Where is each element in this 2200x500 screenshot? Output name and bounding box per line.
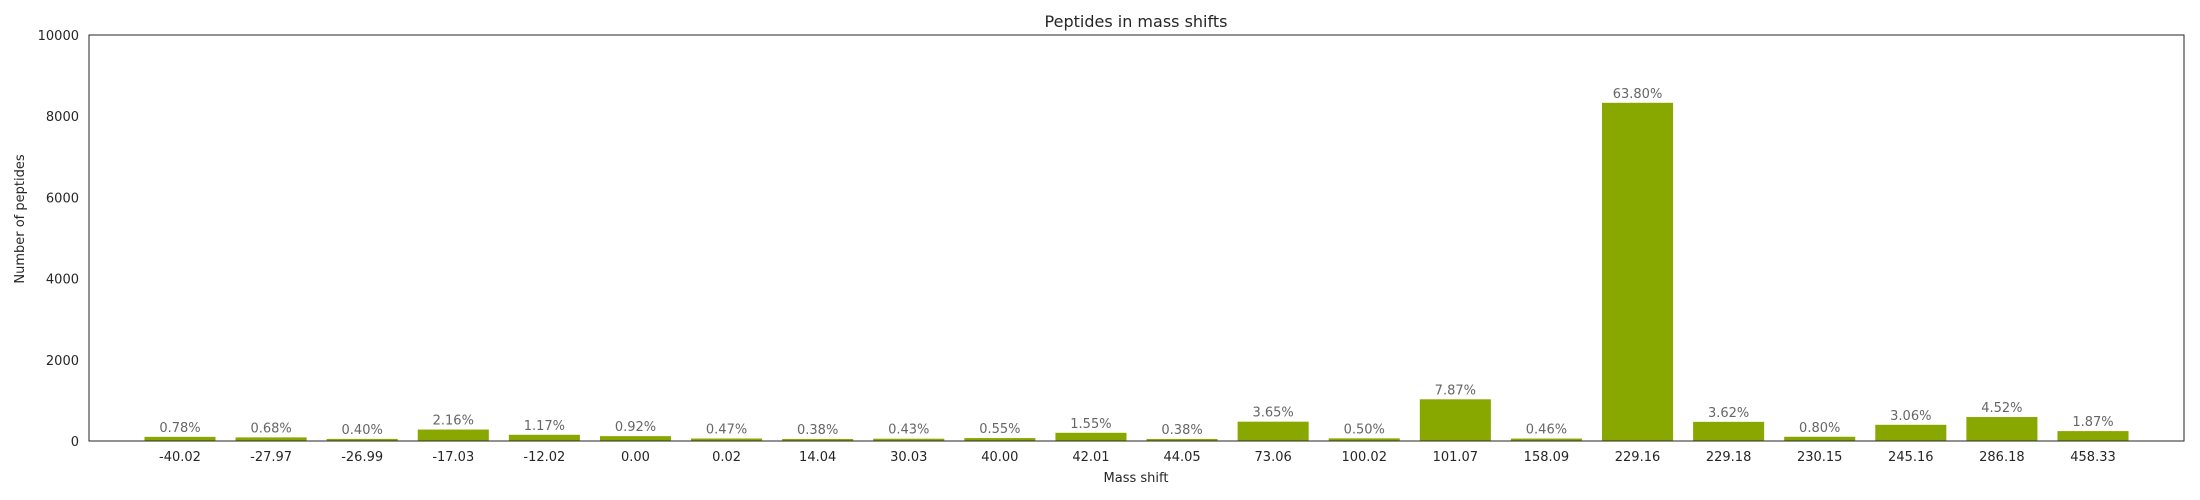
bar (599, 436, 672, 441)
bar-data-label: 3.65% (1252, 406, 1293, 421)
x-tick-label: 0.00 (621, 450, 650, 465)
bar (1419, 399, 1491, 441)
bar (1966, 417, 2038, 441)
bar-data-label: 0.78% (159, 421, 200, 436)
bar-data-label: 4.52% (1981, 401, 2022, 416)
x-tick-label: 100.02 (1341, 450, 1387, 465)
bar (2057, 431, 2129, 441)
x-tick-label: 101.07 (1433, 450, 1479, 465)
bar (235, 437, 307, 441)
x-tick-label: 230.15 (1797, 450, 1843, 465)
x-tick-label: 44.05 (1163, 450, 1200, 465)
x-tick-label: 30.03 (890, 450, 927, 465)
bar (508, 434, 580, 441)
bar (144, 436, 216, 441)
bar-data-label: 63.80% (1613, 87, 1663, 102)
bar (1875, 424, 1947, 441)
y-tick-label: 2000 (46, 354, 79, 369)
y-tick-label: 10000 (38, 29, 79, 44)
y-tick-label: 4000 (46, 273, 79, 288)
bar (873, 438, 945, 441)
x-tick-label: 73.06 (1255, 450, 1292, 465)
bar-data-label: 1.55% (1070, 417, 1111, 432)
bar (326, 438, 398, 441)
bar-data-label: 2.16% (433, 414, 474, 429)
bar-data-label: 3.06% (1890, 409, 1931, 424)
bar-data-label: 0.43% (888, 423, 929, 438)
x-tick-label: -26.99 (341, 450, 383, 465)
bar (1601, 102, 1674, 441)
bar (417, 429, 489, 441)
bar (782, 438, 854, 441)
plot-frame (88, 34, 2185, 442)
chart-title: Peptides in mass shifts (1045, 12, 1228, 31)
bar-data-label: 0.38% (1161, 423, 1202, 438)
bar (1784, 436, 1856, 441)
x-tick-label: 158.09 (1524, 450, 1570, 465)
y-tick-label: 6000 (46, 191, 79, 206)
x-tick-label: -12.02 (523, 450, 565, 465)
x-tick-label: 229.18 (1706, 450, 1752, 465)
bar (1328, 438, 1400, 441)
bar-data-label: 0.40% (342, 423, 383, 438)
x-tick-label: 0.02 (712, 450, 741, 465)
bar (1146, 438, 1218, 441)
x-tick-label: 42.01 (1072, 450, 1109, 465)
y-axis-label: Number of peptides (13, 154, 28, 283)
bar (691, 438, 763, 441)
y-tick-label: 0 (71, 435, 79, 450)
bar (1237, 421, 1309, 441)
bar-data-label: 0.46% (1526, 423, 1567, 438)
bar-data-label: 0.47% (706, 423, 747, 438)
bar-data-label: 0.80% (1799, 421, 1840, 436)
x-tick-label: 14.04 (799, 450, 836, 465)
bars-group (144, 102, 2129, 441)
x-tick-label: 458.33 (2070, 450, 2116, 465)
x-tick-label: -27.97 (250, 450, 292, 465)
x-tick-label: -40.02 (159, 450, 201, 465)
x-axis-ticks: -40.02 -27.97 -26.99 -17.03 -12.02 0.00 0.02 14… (159, 450, 2116, 465)
bar-data-label: 0.50% (1344, 422, 1385, 437)
bar-data-label: 0.38% (797, 423, 838, 438)
bar-data-label: 1.17% (524, 419, 565, 434)
bar (1693, 421, 1765, 441)
bar-data-label: 0.55% (979, 422, 1020, 437)
bar-data-label: 0.68% (250, 421, 291, 436)
bar (1055, 432, 1127, 441)
bar-data-label: 0.92% (615, 420, 656, 435)
x-tick-label: 40.00 (981, 450, 1018, 465)
y-tick-label: 8000 (46, 110, 79, 125)
x-tick-label: 229.16 (1615, 450, 1661, 465)
bar-data-label: 7.87% (1435, 383, 1476, 398)
y-axis-ticks: 0 2000 4000 6000 8000 10000 (38, 29, 79, 450)
x-tick-label: -17.03 (432, 450, 474, 465)
x-tick-label: 245.16 (1888, 450, 1934, 465)
bar-data-label: 3.62% (1708, 406, 1749, 421)
data-labels-group: 0.78% 0.68% 0.40% 2.16% 1.17% 0.92% 0.47% 0.38%… (159, 87, 2113, 438)
x-axis-label: Mass shift (1104, 471, 1169, 486)
bar-data-label: 1.87% (2072, 415, 2113, 430)
x-tick-label: 286.18 (1979, 450, 2025, 465)
bar (1510, 438, 1582, 441)
bar (964, 438, 1036, 441)
